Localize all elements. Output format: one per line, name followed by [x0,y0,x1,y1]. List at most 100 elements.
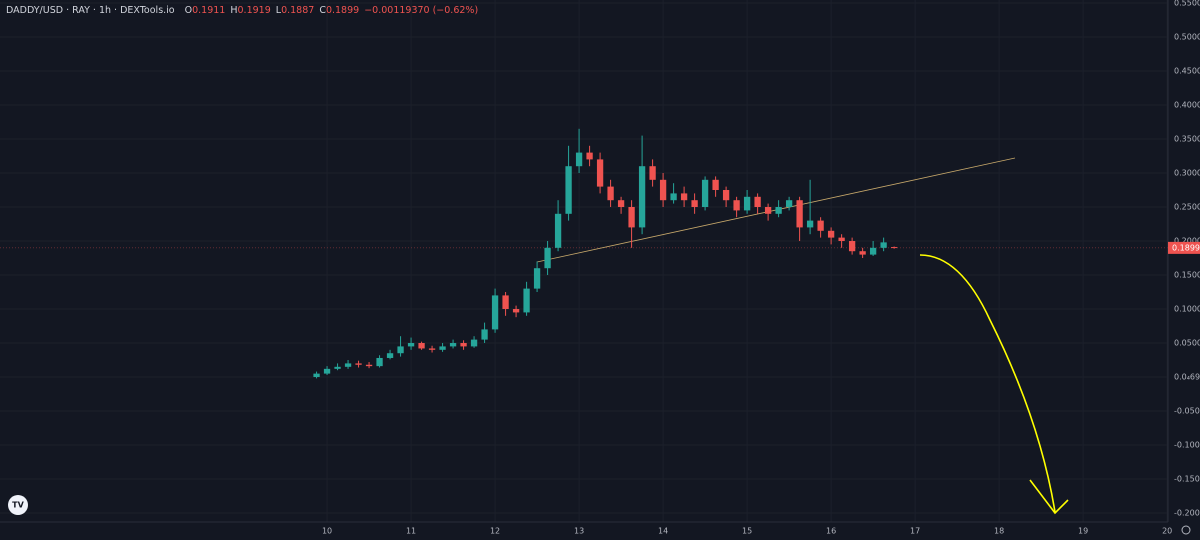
ohlc-value: 0.1919 [238,5,271,16]
candle-body [397,346,404,354]
drawn-arrow [919,254,1056,513]
y-tick-label: 0.4000 [1174,100,1200,109]
candle-body [376,357,383,367]
candle-body [659,179,667,201]
x-tick-label: 14 [658,527,668,536]
y-tick-label: 0.1500 [1174,271,1200,280]
candle-body [617,200,625,208]
candle-body [565,166,572,214]
y-tick-label: 0.0₄693 [1174,372,1200,381]
candle-body [334,366,341,369]
candle-body [680,193,688,201]
x-tick-label: 11 [406,527,416,536]
candle-body [869,247,877,255]
candle-body [785,200,793,208]
candle-body [838,237,845,242]
price-tag [1168,241,1200,254]
candle-body [775,207,782,214]
candle-body [628,207,635,228]
candle-body [649,166,656,180]
arrow-head [1029,479,1069,515]
candle-body [481,329,488,340]
ohlc-label: L [276,5,282,16]
candle-body [491,295,499,330]
settings-icon[interactable] [1181,525,1191,535]
candle-body [365,364,373,367]
candle-body [596,159,604,187]
candle-body [533,268,541,289]
candle-body [880,242,887,248]
x-tick-label: 18 [994,527,1004,536]
tv-logo: TV [8,495,28,515]
x-tick-label: 19 [1078,527,1088,536]
candle-body [670,193,677,201]
candle-body [439,346,446,350]
x-tick-label: 15 [742,527,752,536]
symbol-header: DADDY/USD · RAY · 1h · DEXTools.io O0.191… [6,5,478,16]
candle-body [691,200,698,208]
y-tick-label: 0.3000 [1174,169,1200,178]
candle-body [817,220,824,231]
grid [0,247,1168,249]
candle-body [386,353,394,358]
ohlc-label: O [185,5,192,16]
symbol: DADDY/USD · RAY · 1h · DEXTools.io [6,5,175,16]
x-tick-label: 13 [574,527,584,536]
candle-body [554,213,562,248]
candle-body [460,343,467,347]
ohlc-value: 0.1887 [281,5,314,16]
candle-body [523,288,530,313]
candle-body [544,247,551,269]
candles [313,128,898,379]
candle-body [407,343,415,347]
candle-body [323,368,331,374]
ohlc-label: H [230,5,237,16]
candle-body [418,343,425,349]
y-tick-label: 0.5000 [1174,32,1200,41]
candle-body [313,373,320,378]
x-tick-label: 12 [490,527,500,536]
x-tick-label: 20 [1162,527,1172,536]
candle-body [344,363,352,367]
candle-body [449,343,457,347]
candle-body [470,339,478,347]
candle-body [502,295,509,310]
y-tick-label: 0.1000 [1174,305,1200,314]
candle-body [754,196,761,208]
candle-body [638,166,646,228]
y-tick-label: 0.2000 [1174,237,1200,246]
candle-body [355,363,362,365]
candle-body [712,179,719,191]
y-tick-label: 0.4500 [1174,66,1200,75]
candle-body [512,309,520,313]
candle-body [586,152,593,160]
ohlc-value: 0.1911 [192,5,225,16]
svg-text:TV: TV [12,501,24,510]
y-tick-label: 0.3500 [1174,135,1200,144]
candle-body [806,220,814,228]
y-tick-label: 0.2500 [1174,203,1200,212]
x-tick-label: 10 [322,527,332,536]
candle-body [764,207,772,214]
candle-body [733,200,740,211]
x-tick-label: 17 [910,527,920,536]
candle-body [848,241,856,252]
candle-body [428,348,436,350]
candle-body [890,247,898,249]
candle-body [607,186,614,201]
candle-body [722,190,730,201]
candle-body [575,152,583,167]
candle-body [859,251,866,255]
y-tick-label: 0.5500 [1174,0,1200,7]
price-tag-label: 0.1899 [1172,243,1200,252]
y-tick-label: -0.0500 [1174,407,1200,416]
candle-body [827,230,835,238]
candle-body [701,179,709,208]
candle-body [743,196,751,211]
ohlc-label: C [319,5,326,16]
x-tick-label: 16 [826,527,836,536]
y-tick-label: -0.1500 [1174,475,1200,484]
